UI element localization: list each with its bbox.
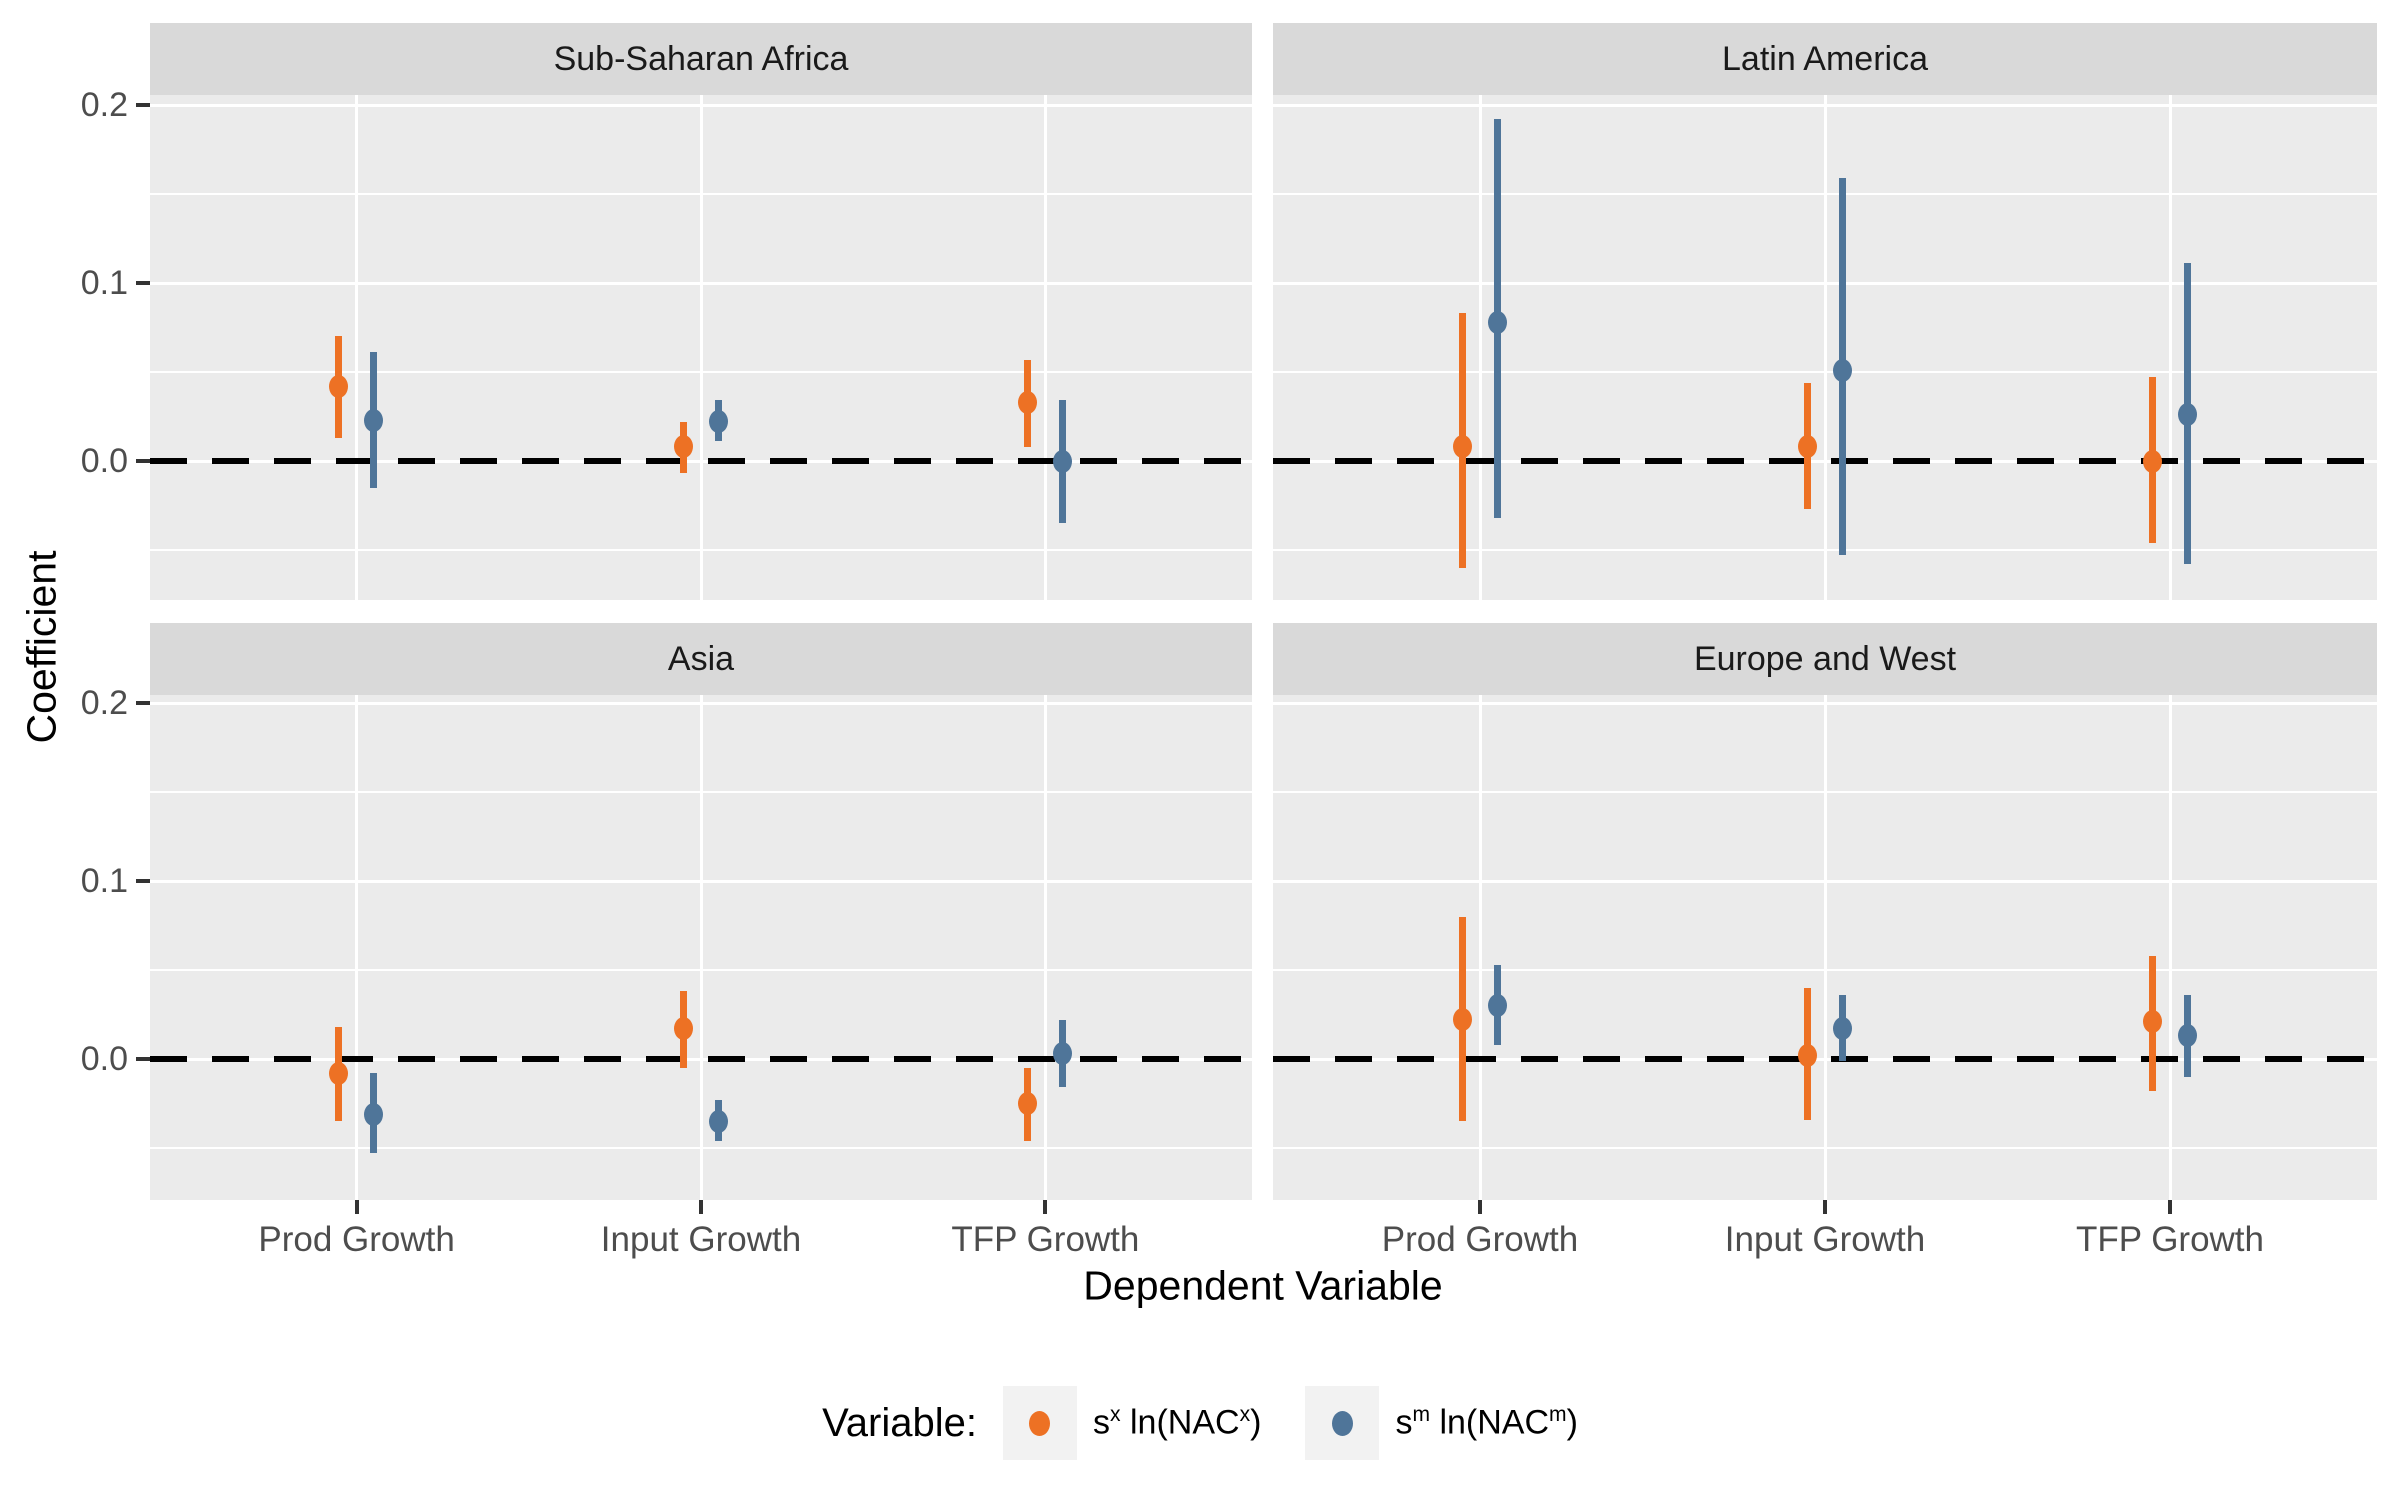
- category-gridline: [1478, 695, 1482, 1200]
- facet-panel-latin-america: [1273, 95, 2377, 600]
- legend-key: [1305, 1386, 1380, 1460]
- point-estimate: [2177, 403, 2197, 427]
- x-tick-label: Input Growth: [1724, 1220, 1926, 1259]
- category-gridline: [355, 95, 359, 600]
- point-estimate: [1452, 435, 1472, 459]
- x-tick-label: Prod Growth: [1381, 1220, 1579, 1259]
- point-estimate: [673, 1017, 693, 1041]
- facet-panel-sub-saharan-africa: [150, 95, 1252, 600]
- category-gridline: [2168, 95, 2172, 600]
- x-tick-label: TFP Growth: [951, 1220, 1140, 1259]
- x-tick-mark: [2168, 1200, 2172, 1214]
- y-tick-label: 0.1: [80, 264, 128, 302]
- y-tick-mark: [136, 459, 150, 463]
- zero-reference-line: [1273, 458, 2377, 464]
- facet-strip-latin-america: Latin America: [1273, 23, 2377, 95]
- zero-reference-line: [150, 1056, 1252, 1062]
- y-tick-label: 0.2: [80, 684, 128, 722]
- category-gridline: [1043, 95, 1047, 600]
- x-tick-mark: [1823, 1200, 1827, 1214]
- point-estimate: [1017, 1092, 1037, 1115]
- category-gridline: [1823, 95, 1827, 600]
- x-tick-mark: [354, 1200, 359, 1214]
- point-estimate: [1487, 994, 1507, 1018]
- point-estimate: [329, 374, 349, 398]
- y-tick-label: 0.1: [80, 862, 128, 900]
- zero-reference-line: [150, 458, 1252, 464]
- point-estimate: [2142, 1010, 2162, 1034]
- legend-item: sx ln(NACx): [1002, 1386, 1262, 1460]
- category-gridline: [699, 95, 703, 600]
- facet-strip-asia: Asia: [150, 623, 1252, 695]
- point-estimate: [364, 408, 384, 432]
- y-tick-mark: [136, 103, 150, 107]
- x-tick-mark: [1478, 1200, 1482, 1214]
- point-estimate: [708, 1109, 728, 1133]
- category-gridline: [1043, 695, 1047, 1200]
- legend-dot-sm: [1331, 1410, 1353, 1436]
- category-gridline: [1478, 95, 1482, 600]
- legend-items: sx ln(NACx) sm ln(NACm): [1002, 1386, 1578, 1460]
- point-estimate: [329, 1061, 349, 1085]
- y-tick-mark: [136, 879, 150, 883]
- point-estimate: [2142, 449, 2162, 473]
- point-estimate: [2177, 1024, 2197, 1048]
- facet-strip-sub-saharan-africa: Sub-Saharan Africa: [150, 23, 1252, 95]
- legend-item-label: sx ln(NACx): [1092, 1403, 1262, 1442]
- x-tick-mark: [699, 1200, 703, 1214]
- point-estimate: [1052, 1042, 1072, 1066]
- point-estimate: [1832, 358, 1852, 382]
- facet-panel-asia: [150, 695, 1252, 1200]
- point-estimate: [1797, 435, 1817, 459]
- category-gridline: [2168, 695, 2172, 1200]
- category-gridline: [1823, 695, 1827, 1200]
- legend-title: Variable:: [822, 1400, 977, 1445]
- legend-item-label: sm ln(NACm): [1395, 1403, 1578, 1442]
- point-estimate: [1832, 1017, 1852, 1041]
- facet-strip-europe-and-west: Europe and West: [1273, 623, 2377, 695]
- y-tick-mark: [136, 1057, 150, 1061]
- y-tick-mark: [136, 281, 150, 285]
- point-estimate: [1017, 390, 1037, 414]
- legend: Variable: sx ln(NACx) sm ln(NACm): [0, 1380, 2400, 1466]
- x-tick-label: Prod Growth: [258, 1220, 455, 1259]
- facet-panel-europe-and-west: [1273, 695, 2377, 1200]
- y-tick-mark: [136, 701, 150, 705]
- category-gridline: [699, 695, 703, 1200]
- point-estimate: [1487, 310, 1507, 334]
- x-tick-label: Input Growth: [600, 1220, 802, 1259]
- y-tick-label: 0.0: [80, 1040, 128, 1078]
- legend-item: sm ln(NACm): [1305, 1386, 1578, 1460]
- zero-reference-line: [1273, 1056, 2377, 1062]
- legend-dot-sx: [1029, 1410, 1051, 1436]
- x-axis-title: Dependent Variable: [1083, 1262, 1443, 1309]
- x-tick-mark: [1043, 1200, 1048, 1214]
- point-estimate: [673, 435, 693, 459]
- category-gridline: [355, 695, 359, 1200]
- y-tick-label: 0.0: [80, 442, 128, 480]
- point-estimate: [1052, 449, 1072, 473]
- y-tick-label: 0.2: [80, 86, 128, 124]
- point-estimate: [364, 1102, 384, 1126]
- point-estimate: [1797, 1043, 1817, 1067]
- x-tick-label: TFP Growth: [2075, 1220, 2265, 1259]
- point-estimate: [1452, 1008, 1472, 1032]
- point-estimate: [708, 410, 728, 434]
- legend-key: [1002, 1386, 1077, 1460]
